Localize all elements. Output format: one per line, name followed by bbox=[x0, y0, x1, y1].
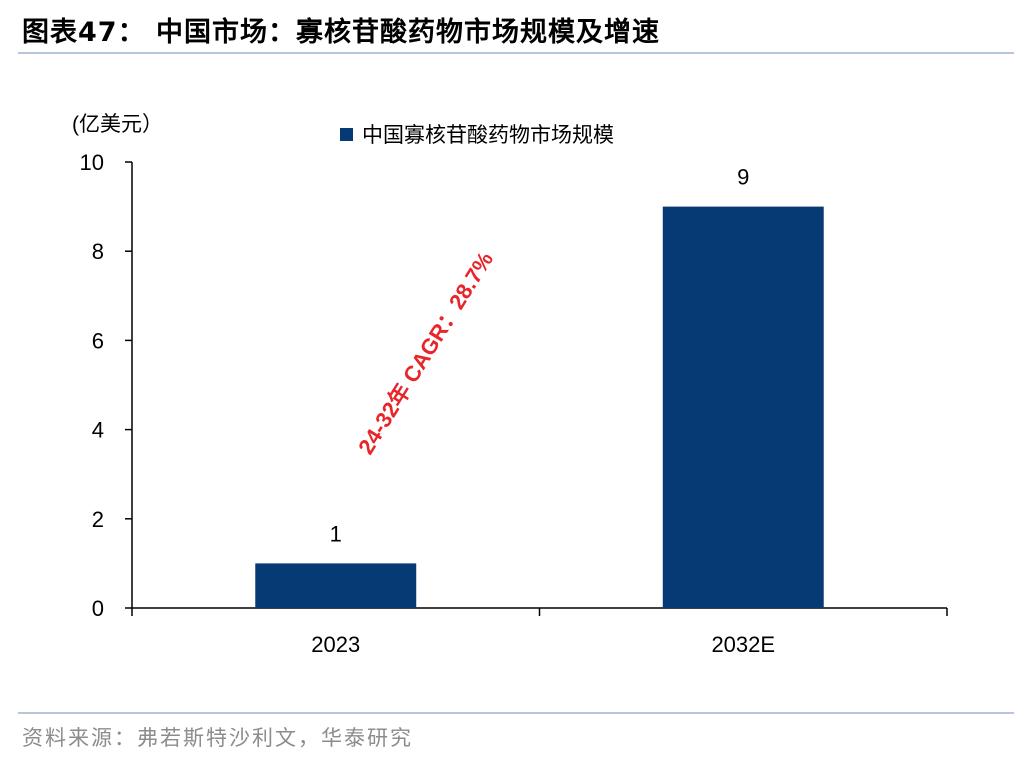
plot-area: 0 2 4 6 8 10 1 2023 9 2032E bbox=[80, 150, 948, 657]
data-label: 9 bbox=[737, 165, 749, 190]
y-tick-label: 0 bbox=[92, 596, 104, 621]
bar bbox=[662, 206, 824, 608]
legend-swatch bbox=[340, 128, 353, 141]
legend: 中国寡核苷酸药物市场规模 bbox=[340, 124, 614, 147]
y-axis-unit-label: (亿美元） bbox=[72, 113, 163, 136]
y-tick-label: 10 bbox=[80, 150, 104, 175]
title-divider bbox=[18, 52, 1014, 54]
bar bbox=[255, 563, 417, 608]
footer-divider bbox=[18, 712, 1014, 714]
y-tick-label: 2 bbox=[92, 507, 104, 532]
data-label: 1 bbox=[330, 521, 342, 546]
x-tick-label: 2023 bbox=[311, 632, 360, 657]
x-tick-label: 2032E bbox=[711, 632, 775, 657]
y-tick-label: 4 bbox=[92, 418, 104, 443]
source-note: 资料来源：弗若斯特沙利文，华泰研究 bbox=[22, 726, 413, 750]
y-tick-label: 8 bbox=[92, 239, 104, 264]
figure-title: 图表47： 中国市场：寡核苷酸药物市场规模及增速 bbox=[22, 17, 660, 48]
y-tick-label: 6 bbox=[92, 328, 104, 353]
cagr-annotation: 24-32年 CAGR：28.7% bbox=[353, 247, 498, 458]
legend-label: 中国寡核苷酸药物市场规模 bbox=[362, 124, 614, 147]
